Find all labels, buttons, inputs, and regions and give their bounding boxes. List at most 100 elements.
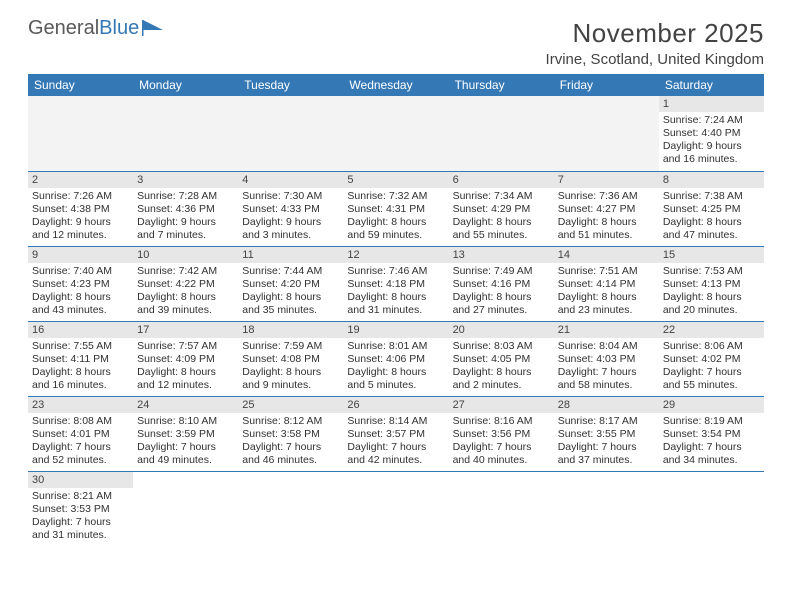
sunrise: Sunrise: 8:12 AM bbox=[242, 415, 339, 428]
daylight: Daylight: 7 hours and 49 minutes. bbox=[137, 441, 234, 467]
calendar-cell: 22Sunrise: 8:06 AMSunset: 4:02 PMDayligh… bbox=[659, 321, 764, 396]
day-body: Sunrise: 7:32 AMSunset: 4:31 PMDaylight:… bbox=[343, 188, 448, 246]
day-number: 16 bbox=[28, 322, 133, 338]
day-number: 18 bbox=[238, 322, 343, 338]
daylight: Daylight: 8 hours and 39 minutes. bbox=[137, 291, 234, 317]
sunrise: Sunrise: 8:16 AM bbox=[453, 415, 550, 428]
daylight: Daylight: 8 hours and 20 minutes. bbox=[663, 291, 760, 317]
day-number: 17 bbox=[133, 322, 238, 338]
logo: GeneralBlue bbox=[28, 18, 167, 38]
day-number: 26 bbox=[343, 397, 448, 413]
sunset: Sunset: 3:57 PM bbox=[347, 428, 444, 441]
daylight: Daylight: 8 hours and 27 minutes. bbox=[453, 291, 550, 317]
day-number: 19 bbox=[343, 322, 448, 338]
day-number: 12 bbox=[343, 247, 448, 263]
sunset: Sunset: 4:36 PM bbox=[137, 203, 234, 216]
sunrise: Sunrise: 8:04 AM bbox=[558, 340, 655, 353]
day-number: 23 bbox=[28, 397, 133, 413]
day-number: 9 bbox=[28, 247, 133, 263]
day-body: Sunrise: 7:28 AMSunset: 4:36 PMDaylight:… bbox=[133, 188, 238, 246]
logo-text: GeneralBlue bbox=[28, 18, 139, 38]
calendar-cell: 14Sunrise: 7:51 AMSunset: 4:14 PMDayligh… bbox=[554, 246, 659, 321]
daylight: Daylight: 7 hours and 37 minutes. bbox=[558, 441, 655, 467]
calendar-cell: 10Sunrise: 7:42 AMSunset: 4:22 PMDayligh… bbox=[133, 246, 238, 321]
day-number: 2 bbox=[28, 172, 133, 188]
calendar-cell: 18Sunrise: 7:59 AMSunset: 4:08 PMDayligh… bbox=[238, 321, 343, 396]
sunset: Sunset: 4:29 PM bbox=[453, 203, 550, 216]
sunrise: Sunrise: 7:44 AM bbox=[242, 265, 339, 278]
sunrise: Sunrise: 7:55 AM bbox=[32, 340, 129, 353]
sunset: Sunset: 4:27 PM bbox=[558, 203, 655, 216]
calendar-cell: 7Sunrise: 7:36 AMSunset: 4:27 PMDaylight… bbox=[554, 171, 659, 246]
calendar-row: 30Sunrise: 8:21 AMSunset: 3:53 PMDayligh… bbox=[28, 471, 764, 546]
day-body: Sunrise: 7:24 AMSunset: 4:40 PMDaylight:… bbox=[659, 112, 764, 170]
daylight: Daylight: 8 hours and 12 minutes. bbox=[137, 366, 234, 392]
day-body: Sunrise: 7:40 AMSunset: 4:23 PMDaylight:… bbox=[28, 263, 133, 321]
daylight: Daylight: 8 hours and 16 minutes. bbox=[32, 366, 129, 392]
sunrise: Sunrise: 8:03 AM bbox=[453, 340, 550, 353]
daylight: Daylight: 7 hours and 52 minutes. bbox=[32, 441, 129, 467]
day-number: 15 bbox=[659, 247, 764, 263]
calendar-cell: 20Sunrise: 8:03 AMSunset: 4:05 PMDayligh… bbox=[449, 321, 554, 396]
sunrise: Sunrise: 7:24 AM bbox=[663, 114, 760, 127]
header: GeneralBlue November 2025 Irvine, Scotla… bbox=[28, 18, 764, 68]
calendar-row: 2Sunrise: 7:26 AMSunset: 4:38 PMDaylight… bbox=[28, 171, 764, 246]
sunset: Sunset: 3:55 PM bbox=[558, 428, 655, 441]
calendar-cell: 23Sunrise: 8:08 AMSunset: 4:01 PMDayligh… bbox=[28, 396, 133, 471]
daylight: Daylight: 8 hours and 43 minutes. bbox=[32, 291, 129, 317]
calendar-cell bbox=[238, 96, 343, 171]
calendar-cell: 29Sunrise: 8:19 AMSunset: 3:54 PMDayligh… bbox=[659, 396, 764, 471]
weekday-header: Sunday bbox=[28, 74, 133, 96]
weekday-header: Friday bbox=[554, 74, 659, 96]
sunset: Sunset: 4:14 PM bbox=[558, 278, 655, 291]
sunrise: Sunrise: 7:59 AM bbox=[242, 340, 339, 353]
calendar-row: 16Sunrise: 7:55 AMSunset: 4:11 PMDayligh… bbox=[28, 321, 764, 396]
weekday-header: Wednesday bbox=[343, 74, 448, 96]
day-body: Sunrise: 8:06 AMSunset: 4:02 PMDaylight:… bbox=[659, 338, 764, 396]
sunrise: Sunrise: 7:40 AM bbox=[32, 265, 129, 278]
daylight: Daylight: 8 hours and 35 minutes. bbox=[242, 291, 339, 317]
day-body: Sunrise: 7:59 AMSunset: 4:08 PMDaylight:… bbox=[238, 338, 343, 396]
daylight: Daylight: 8 hours and 9 minutes. bbox=[242, 366, 339, 392]
daylight: Daylight: 9 hours and 7 minutes. bbox=[137, 216, 234, 242]
sunset: Sunset: 4:40 PM bbox=[663, 127, 760, 140]
calendar-cell: 8Sunrise: 7:38 AMSunset: 4:25 PMDaylight… bbox=[659, 171, 764, 246]
sunrise: Sunrise: 8:14 AM bbox=[347, 415, 444, 428]
weekday-header: Saturday bbox=[659, 74, 764, 96]
calendar-cell: 5Sunrise: 7:32 AMSunset: 4:31 PMDaylight… bbox=[343, 171, 448, 246]
sunset: Sunset: 4:03 PM bbox=[558, 353, 655, 366]
sunset: Sunset: 3:56 PM bbox=[453, 428, 550, 441]
sunset: Sunset: 4:08 PM bbox=[242, 353, 339, 366]
day-number: 28 bbox=[554, 397, 659, 413]
sunset: Sunset: 4:05 PM bbox=[453, 353, 550, 366]
daylight: Daylight: 8 hours and 2 minutes. bbox=[453, 366, 550, 392]
sunset: Sunset: 4:09 PM bbox=[137, 353, 234, 366]
day-number: 11 bbox=[238, 247, 343, 263]
sunset: Sunset: 4:23 PM bbox=[32, 278, 129, 291]
day-number: 1 bbox=[659, 96, 764, 112]
sunset: Sunset: 4:25 PM bbox=[663, 203, 760, 216]
calendar-cell: 24Sunrise: 8:10 AMSunset: 3:59 PMDayligh… bbox=[133, 396, 238, 471]
day-body: Sunrise: 7:36 AMSunset: 4:27 PMDaylight:… bbox=[554, 188, 659, 246]
sunrise: Sunrise: 8:06 AM bbox=[663, 340, 760, 353]
daylight: Daylight: 7 hours and 31 minutes. bbox=[32, 516, 129, 542]
sunset: Sunset: 4:06 PM bbox=[347, 353, 444, 366]
daylight: Daylight: 7 hours and 58 minutes. bbox=[558, 366, 655, 392]
daylight: Daylight: 9 hours and 12 minutes. bbox=[32, 216, 129, 242]
calendar-cell: 12Sunrise: 7:46 AMSunset: 4:18 PMDayligh… bbox=[343, 246, 448, 321]
calendar-cell: 3Sunrise: 7:28 AMSunset: 4:36 PMDaylight… bbox=[133, 171, 238, 246]
sunrise: Sunrise: 8:08 AM bbox=[32, 415, 129, 428]
sunset: Sunset: 3:54 PM bbox=[663, 428, 760, 441]
sunset: Sunset: 4:11 PM bbox=[32, 353, 129, 366]
day-number: 10 bbox=[133, 247, 238, 263]
daylight: Daylight: 8 hours and 31 minutes. bbox=[347, 291, 444, 317]
sunrise: Sunrise: 7:26 AM bbox=[32, 190, 129, 203]
sunrise: Sunrise: 8:10 AM bbox=[137, 415, 234, 428]
daylight: Daylight: 8 hours and 47 minutes. bbox=[663, 216, 760, 242]
sunrise: Sunrise: 7:57 AM bbox=[137, 340, 234, 353]
day-body: Sunrise: 8:14 AMSunset: 3:57 PMDaylight:… bbox=[343, 413, 448, 471]
sunrise: Sunrise: 7:46 AM bbox=[347, 265, 444, 278]
calendar-cell bbox=[28, 96, 133, 171]
calendar-cell: 1Sunrise: 7:24 AMSunset: 4:40 PMDaylight… bbox=[659, 96, 764, 171]
day-body: Sunrise: 7:57 AMSunset: 4:09 PMDaylight:… bbox=[133, 338, 238, 396]
